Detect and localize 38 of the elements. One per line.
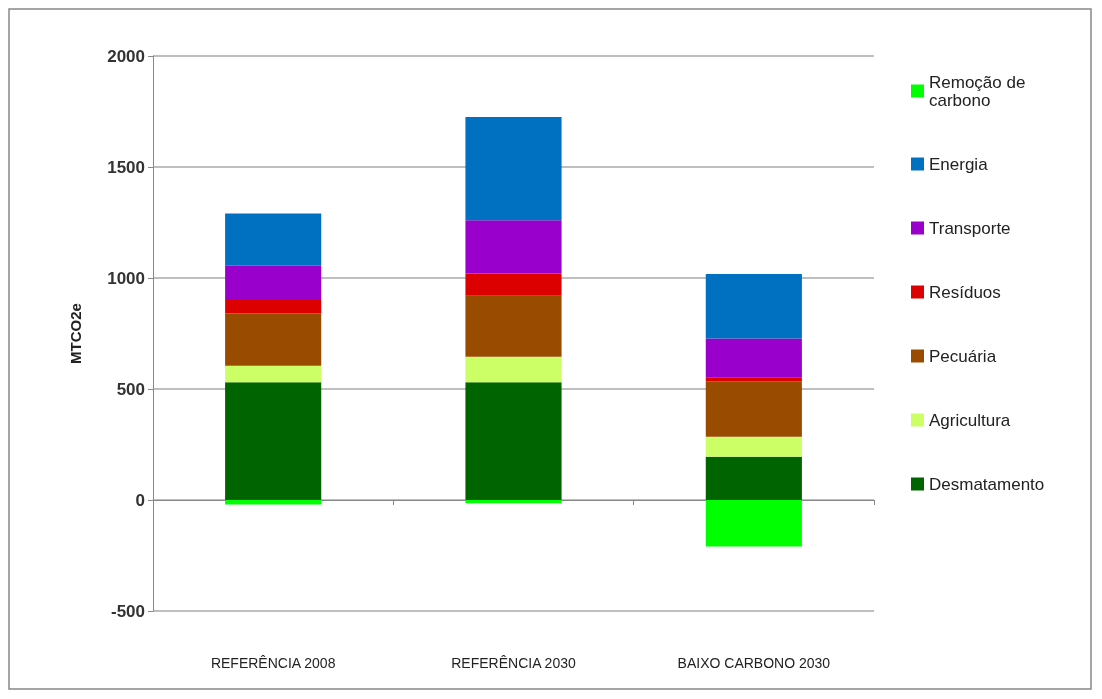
- bar: [465, 117, 562, 221]
- bar: [705, 456, 802, 500]
- x-tick-label: REFERÊNCIA 2008: [210, 655, 336, 671]
- bar: [225, 299, 322, 314]
- bar: [465, 500, 562, 504]
- bar: [705, 500, 802, 547]
- bar: [465, 295, 562, 357]
- bar: [225, 313, 322, 366]
- bar: [225, 213, 322, 266]
- y-tick-label: -500: [110, 601, 145, 621]
- bar: [465, 356, 562, 383]
- bar: [225, 500, 322, 505]
- legend-label: Pecuária: [929, 346, 997, 366]
- legend-label: Agricultura: [929, 410, 1011, 430]
- legend-label: Energia: [929, 154, 989, 174]
- legend-label: Remoção de carbono: [929, 72, 1031, 110]
- bar: [225, 365, 322, 383]
- bar: [465, 220, 562, 274]
- bar: [705, 381, 802, 437]
- legend-label: Resíduos: [929, 282, 1001, 302]
- bar: [225, 382, 322, 500]
- bar: [465, 273, 562, 296]
- legend-label: Desmatamento: [929, 474, 1045, 494]
- y-tick-label: 1000: [107, 268, 145, 288]
- bar: [705, 274, 802, 339]
- y-tick-label: 2000: [107, 46, 145, 66]
- y-axis-title: MTCO2e: [67, 303, 84, 364]
- bar: [465, 382, 562, 500]
- bar: [225, 265, 322, 300]
- x-tick-label: BAIXO CARBONO 2030: [677, 655, 831, 671]
- x-tick-label: REFERÊNCIA 2030: [451, 655, 576, 671]
- bar: [705, 338, 802, 378]
- bar: [705, 377, 802, 382]
- y-tick-label: 0: [135, 490, 145, 510]
- y-tick-label: 500: [116, 379, 145, 399]
- legend-label: Transporte: [929, 218, 1011, 238]
- y-tick-label: 1500: [107, 157, 145, 177]
- bar: [705, 436, 802, 457]
